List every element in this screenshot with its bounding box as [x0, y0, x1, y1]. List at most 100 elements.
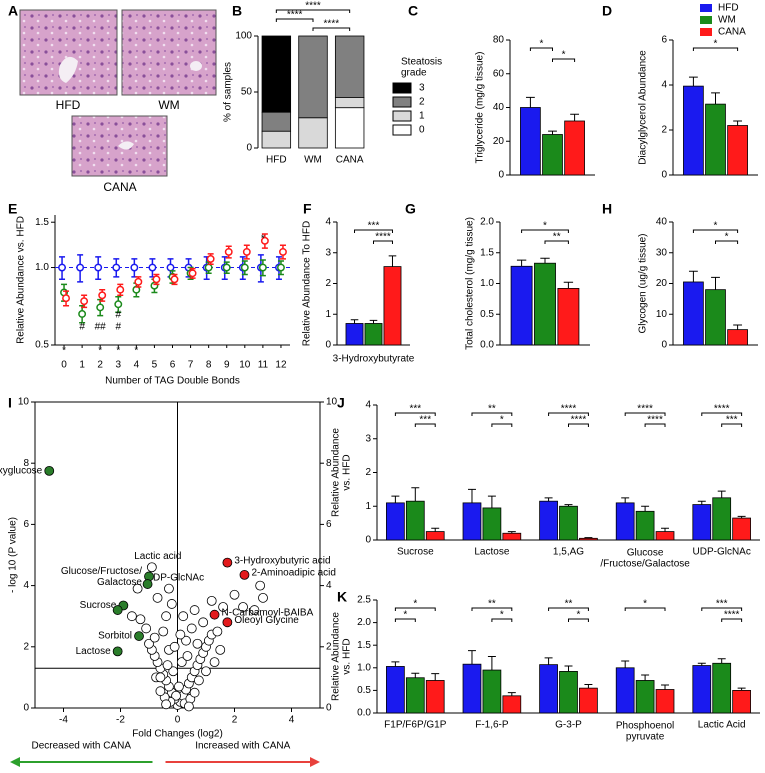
point: [62, 294, 70, 303]
point: [161, 699, 172, 710]
y-axis-label: % of samples: [223, 62, 234, 122]
bar: [482, 507, 502, 541]
point: [255, 580, 266, 591]
error-bar: [737, 687, 746, 691]
point: [183, 701, 194, 712]
point: [222, 263, 231, 272]
error-bar: [661, 527, 669, 532]
point: [189, 687, 200, 698]
y-tick-label: 0.0: [357, 708, 371, 719]
significance-label: *: [714, 221, 718, 232]
significance-bracket: [414, 423, 436, 427]
x-tick-label: -4: [59, 715, 68, 726]
y-axis-label: Glycogen (ug/g tissue): [638, 233, 649, 333]
panel-label: D: [602, 3, 612, 19]
x-tick-label: 1,5,AG: [553, 547, 584, 558]
point: [260, 236, 269, 245]
point: [166, 263, 175, 272]
error-bar: [733, 324, 743, 330]
error-bar: [584, 537, 593, 539]
panel-label: C: [408, 3, 418, 19]
bar: [534, 262, 556, 346]
y2-tick-label: 4: [326, 580, 332, 591]
vessel: [190, 61, 202, 71]
image-hfd: [19, 9, 118, 96]
significance-label: *: [413, 599, 417, 610]
significance-label: ****: [714, 404, 730, 415]
y-tick-label: 3: [365, 433, 371, 444]
point-label: 2-Aminoadipic acid: [251, 568, 336, 579]
point: [130, 263, 139, 272]
y-tick-label: 1.0: [35, 262, 49, 273]
bar: [383, 266, 402, 346]
bar: [732, 690, 751, 714]
bar: [542, 134, 563, 176]
significance-bracket: [529, 47, 553, 51]
x-tick-label: 2: [97, 360, 103, 371]
significance-mark: *: [116, 346, 120, 357]
histology-images: [19, 9, 217, 177]
point: [201, 666, 211, 677]
error-bar: [711, 276, 720, 290]
x-tick-label: 3: [115, 360, 121, 371]
bar-segment: [261, 35, 292, 113]
x-axis-label: Fold Changes (log2): [132, 729, 223, 740]
x-tick-label: 7: [188, 360, 194, 371]
significance-bracket: [548, 412, 589, 416]
y-tick-label: 50: [241, 87, 253, 98]
significance-label: ****: [287, 10, 303, 21]
image-cana: [71, 115, 168, 177]
y-tick-label: 20: [656, 278, 668, 289]
significance-label: ***: [368, 221, 380, 232]
x-tick-label: UDP-GlcNAc: [693, 547, 751, 558]
y-tick-label: 2: [325, 278, 331, 289]
point: [224, 247, 233, 256]
point: [171, 690, 181, 701]
x-tick-label: 5: [152, 360, 158, 371]
x-tick-label: CANA: [336, 155, 364, 166]
error-bar: [564, 665, 573, 672]
bar-segment: [298, 117, 328, 149]
error-bar: [737, 515, 746, 519]
y-axis-label: Relative Abundancevs. HFD: [330, 428, 352, 517]
point: [189, 605, 200, 615]
point: [176, 657, 187, 667]
y-tick-label: 3: [325, 247, 331, 258]
x-tick-label: 0: [175, 715, 181, 726]
y-axis-label: Relative Abundance vs. HFD: [16, 216, 27, 344]
y-tick-label: 0: [246, 143, 252, 154]
point: [158, 626, 169, 637]
x-tick-label: 6: [170, 360, 176, 371]
bar: [405, 677, 425, 714]
significance-label: ****: [305, 1, 321, 12]
error-bar: [688, 76, 698, 87]
bar: [462, 502, 482, 541]
point: [134, 631, 144, 641]
point: [204, 263, 213, 272]
significance-bracket: [715, 240, 739, 244]
y2-tick-label: 10: [326, 397, 338, 408]
error-bar: [507, 531, 516, 534]
y2-tick-label: 8: [326, 458, 332, 469]
significance-label: *: [577, 610, 581, 621]
bar: [705, 289, 726, 346]
error-bar: [661, 684, 669, 690]
point: [206, 254, 215, 263]
point: [164, 583, 174, 594]
significance-label: *: [539, 39, 543, 50]
legend-label: WM: [718, 15, 736, 26]
significance-bracket: [275, 18, 314, 22]
bar-segment: [334, 35, 365, 98]
bar-segment: [334, 97, 365, 109]
point-label: Sucrose: [80, 600, 117, 611]
y-tick-label: 2: [23, 641, 29, 652]
point: [198, 617, 209, 628]
error-bar: [621, 497, 630, 503]
significance-label: ****: [647, 415, 663, 426]
point-label: Sorbitol: [98, 631, 132, 642]
significance-label: *: [543, 221, 547, 232]
bar: [539, 664, 558, 714]
error-bar: [431, 527, 440, 532]
y-tick-label: 1.5: [357, 640, 371, 651]
y-tick-label: 1.0: [357, 662, 371, 673]
